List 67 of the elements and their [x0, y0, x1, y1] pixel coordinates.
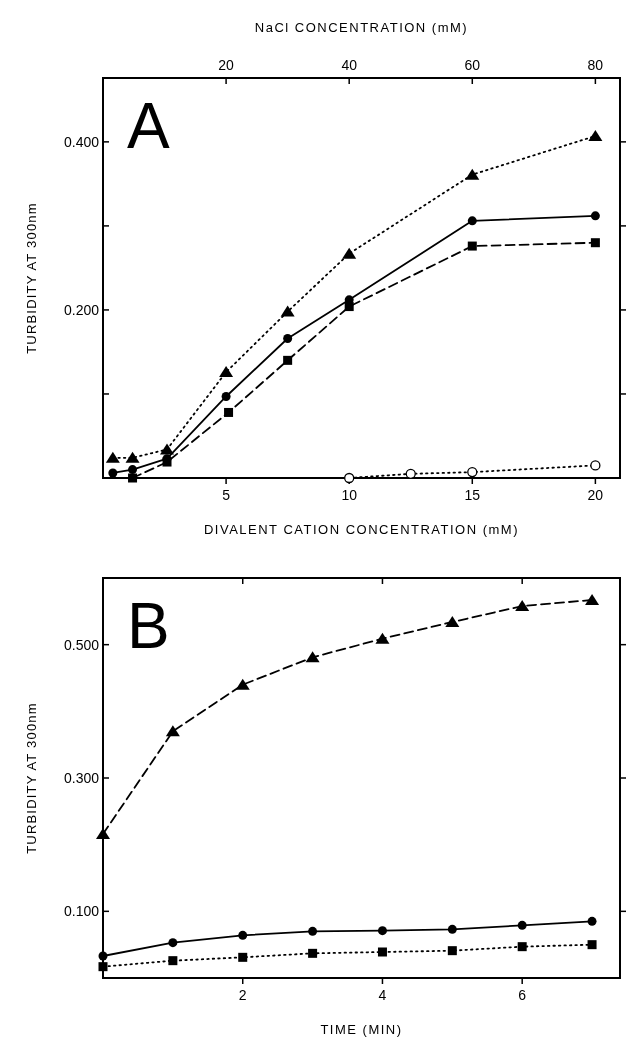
x-tick-label: 10	[341, 487, 358, 503]
point	[221, 391, 231, 401]
point	[238, 952, 248, 962]
x-tick-label: 15	[464, 487, 481, 503]
point	[517, 942, 527, 952]
x2-tick-label: 60	[464, 57, 481, 73]
point	[168, 956, 178, 966]
y-tick-label: 0.200	[63, 301, 100, 318]
point	[128, 473, 138, 483]
point	[108, 468, 118, 478]
point	[96, 828, 110, 839]
point	[342, 247, 357, 259]
point	[377, 947, 387, 957]
point	[308, 948, 318, 958]
x-tick-label: 6	[518, 987, 527, 1003]
point	[447, 924, 457, 934]
point	[224, 407, 234, 417]
point	[280, 305, 295, 317]
point	[235, 678, 250, 690]
y-tick-label: 0.400	[63, 133, 100, 150]
point	[587, 916, 597, 926]
point	[515, 600, 530, 611]
point	[165, 725, 180, 737]
point	[590, 238, 600, 248]
y-tick-label: 0.100	[63, 903, 100, 920]
x2-tick-label: 20	[218, 57, 235, 73]
point	[587, 940, 597, 950]
point	[445, 616, 460, 627]
point	[590, 211, 600, 221]
point	[98, 951, 108, 961]
point	[219, 366, 234, 378]
point	[467, 241, 477, 251]
point	[305, 651, 320, 663]
point	[308, 926, 318, 936]
point	[517, 920, 527, 930]
y-tick-label: 0.300	[63, 770, 100, 786]
y-axis-title: TURBIDITY AT 300nm	[24, 202, 39, 354]
x-tick-label: 4	[378, 987, 387, 1003]
x-tick-label: 5	[222, 487, 231, 503]
x2-tick-label: 40	[341, 57, 358, 73]
point	[168, 938, 178, 948]
x-axis-title: DIVALENT CATION CONCENTRATION (mM)	[203, 522, 520, 537]
point	[377, 926, 387, 936]
annotation: B	[127, 590, 170, 662]
x2-axis-title: NaCl CONCENTRATION (mM)	[254, 20, 469, 35]
point	[283, 355, 293, 365]
point	[447, 946, 457, 956]
x-axis-title: TIME (MIN)	[320, 1022, 403, 1037]
point	[238, 930, 248, 940]
point	[105, 451, 120, 463]
point	[98, 962, 108, 972]
point	[128, 465, 138, 475]
point	[585, 594, 600, 605]
point	[465, 168, 480, 180]
x-tick-label: 20	[587, 487, 604, 503]
x-tick-label: 2	[238, 987, 247, 1003]
point	[467, 216, 477, 226]
point	[588, 129, 603, 141]
point	[375, 632, 390, 644]
y-axis-title: TURBIDITY AT 300nm	[24, 702, 39, 854]
point	[283, 334, 293, 343]
x2-tick-label: 80	[587, 57, 604, 73]
y-tick-label: 0.500	[63, 636, 100, 653]
point	[160, 443, 175, 455]
annotation: A	[127, 90, 170, 162]
point	[125, 451, 140, 463]
point	[344, 302, 354, 312]
